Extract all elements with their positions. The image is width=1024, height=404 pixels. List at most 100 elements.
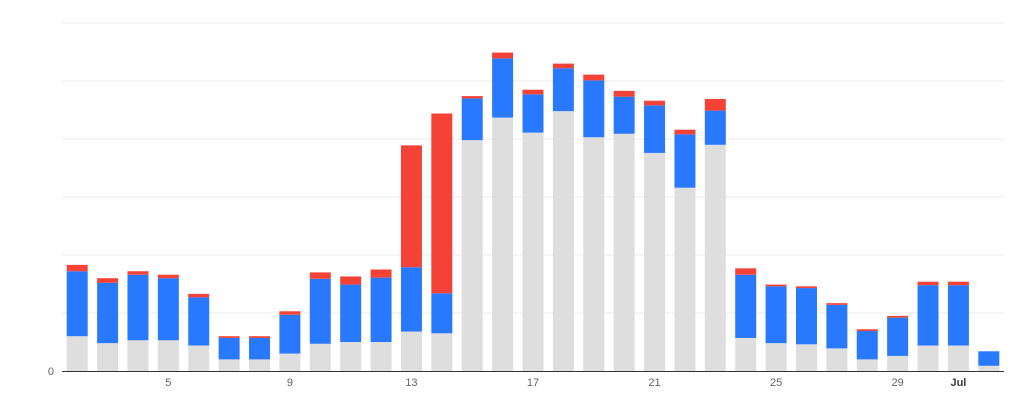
bar-stack[interactable] — [735, 268, 757, 371]
bar-segment-series-3[interactable] — [644, 100, 666, 106]
bar-segment-series-1[interactable] — [340, 342, 362, 371]
bar-stack[interactable] — [279, 311, 301, 371]
bar-segment-series-2[interactable] — [188, 297, 210, 346]
bar-stack[interactable] — [947, 281, 969, 371]
bar-segment-series-2[interactable] — [218, 337, 240, 360]
bar-segment-series-1[interactable] — [978, 365, 1000, 371]
bar-segment-series-3[interactable] — [826, 303, 848, 305]
bar-segment-series-2[interactable] — [826, 304, 848, 349]
bar-segment-series-1[interactable] — [583, 137, 605, 371]
bar-segment-series-2[interactable] — [947, 285, 969, 346]
bar-segment-series-2[interactable] — [856, 330, 878, 360]
bar-segment-series-3[interactable] — [127, 271, 149, 275]
bar-segment-series-2[interactable] — [66, 271, 88, 337]
bar-segment-series-3[interactable] — [704, 98, 726, 111]
bar-segment-series-3[interactable] — [887, 315, 909, 318]
bar-segment-series-3[interactable] — [66, 264, 88, 272]
bar-segment-series-3[interactable] — [765, 284, 787, 287]
bar-stack[interactable] — [644, 100, 666, 371]
bar-stack[interactable] — [887, 315, 909, 371]
bar-segment-series-3[interactable] — [188, 293, 210, 298]
bar-segment-series-1[interactable] — [644, 152, 666, 371]
bar-segment-series-2[interactable] — [674, 134, 696, 188]
bar-stack[interactable] — [127, 271, 149, 371]
bar-stack[interactable] — [461, 96, 483, 371]
bar-stack[interactable] — [674, 129, 696, 371]
bar-segment-series-1[interactable] — [826, 348, 848, 371]
bar-stack[interactable] — [309, 272, 331, 371]
bar-segment-series-1[interactable] — [613, 133, 635, 371]
bar-stack[interactable] — [522, 89, 544, 371]
bar-segment-series-2[interactable] — [583, 80, 605, 138]
bar-stack[interactable] — [917, 281, 939, 371]
bar-segment-series-1[interactable] — [856, 359, 878, 371]
bar-segment-series-3[interactable] — [674, 129, 696, 135]
bar-segment-series-3[interactable] — [492, 52, 514, 59]
bar-segment-series-1[interactable] — [249, 359, 271, 371]
bar-segment-series-2[interactable] — [917, 285, 939, 346]
bar-stack[interactable] — [704, 98, 726, 371]
bar-segment-series-1[interactable] — [461, 140, 483, 371]
bar-segment-series-2[interactable] — [461, 98, 483, 141]
bar-segment-series-3[interactable] — [218, 336, 240, 338]
bar-segment-series-2[interactable] — [887, 317, 909, 356]
bar-segment-series-2[interactable] — [249, 337, 271, 360]
bar-segment-series-3[interactable] — [522, 89, 544, 95]
bar-segment-series-1[interactable] — [127, 340, 149, 371]
bar-segment-series-2[interactable] — [431, 293, 453, 334]
bar-stack[interactable] — [188, 293, 210, 371]
bar-segment-series-3[interactable] — [157, 274, 179, 279]
bar-segment-series-2[interactable] — [644, 105, 666, 153]
bar-stack[interactable] — [97, 278, 119, 371]
bar-segment-series-2[interactable] — [340, 284, 362, 342]
bar-segment-series-2[interactable] — [522, 94, 544, 133]
bar-segment-series-1[interactable] — [370, 342, 392, 371]
bar-segment-series-1[interactable] — [218, 359, 240, 371]
bar-segment-series-2[interactable] — [157, 278, 179, 341]
bar-segment-series-1[interactable] — [947, 345, 969, 371]
bar-segment-series-1[interactable] — [704, 144, 726, 371]
bar-segment-series-3[interactable] — [431, 113, 453, 294]
bar-segment-series-3[interactable] — [400, 145, 422, 268]
bar-segment-series-1[interactable] — [279, 353, 301, 371]
bar-segment-series-2[interactable] — [370, 277, 392, 342]
bar-segment-series-2[interactable] — [400, 267, 422, 332]
bar-stack[interactable] — [218, 336, 240, 371]
bar-segment-series-2[interactable] — [704, 110, 726, 145]
bar-stack[interactable] — [431, 113, 453, 371]
bar-segment-series-1[interactable] — [887, 355, 909, 371]
bar-segment-series-3[interactable] — [340, 276, 362, 285]
bar-stack[interactable] — [765, 284, 787, 371]
bar-segment-series-3[interactable] — [279, 311, 301, 315]
bar-segment-series-1[interactable] — [188, 345, 210, 371]
bar-stack[interactable] — [795, 286, 817, 371]
bar-segment-series-1[interactable] — [552, 111, 574, 371]
bar-segment-series-3[interactable] — [856, 329, 878, 331]
bar-stack[interactable] — [856, 329, 878, 371]
bar-segment-series-3[interactable] — [735, 268, 757, 275]
bar-stack[interactable] — [978, 351, 1000, 371]
bar-segment-series-2[interactable] — [978, 351, 1000, 366]
bar-segment-series-2[interactable] — [795, 288, 817, 345]
bar-segment-series-3[interactable] — [370, 269, 392, 278]
bar-segment-series-1[interactable] — [66, 336, 88, 371]
bar-segment-series-2[interactable] — [765, 286, 787, 344]
bar-segment-series-1[interactable] — [431, 333, 453, 371]
bar-segment-series-2[interactable] — [613, 96, 635, 134]
bar-segment-series-3[interactable] — [917, 281, 939, 286]
bar-segment-series-1[interactable] — [522, 132, 544, 371]
bar-segment-series-2[interactable] — [279, 314, 301, 354]
bar-segment-series-1[interactable] — [400, 331, 422, 371]
bar-stack[interactable] — [492, 52, 514, 371]
bar-segment-series-3[interactable] — [97, 278, 119, 283]
bar-stack[interactable] — [552, 63, 574, 371]
bar-segment-series-1[interactable] — [765, 343, 787, 371]
bar-stack[interactable] — [613, 90, 635, 371]
bar-segment-series-3[interactable] — [795, 286, 817, 289]
bar-segment-series-3[interactable] — [461, 96, 483, 99]
bar-segment-series-1[interactable] — [735, 337, 757, 371]
bar-stack[interactable] — [157, 274, 179, 371]
bar-segment-series-1[interactable] — [674, 187, 696, 371]
bar-segment-series-3[interactable] — [552, 63, 574, 69]
bar-segment-series-3[interactable] — [613, 90, 635, 97]
